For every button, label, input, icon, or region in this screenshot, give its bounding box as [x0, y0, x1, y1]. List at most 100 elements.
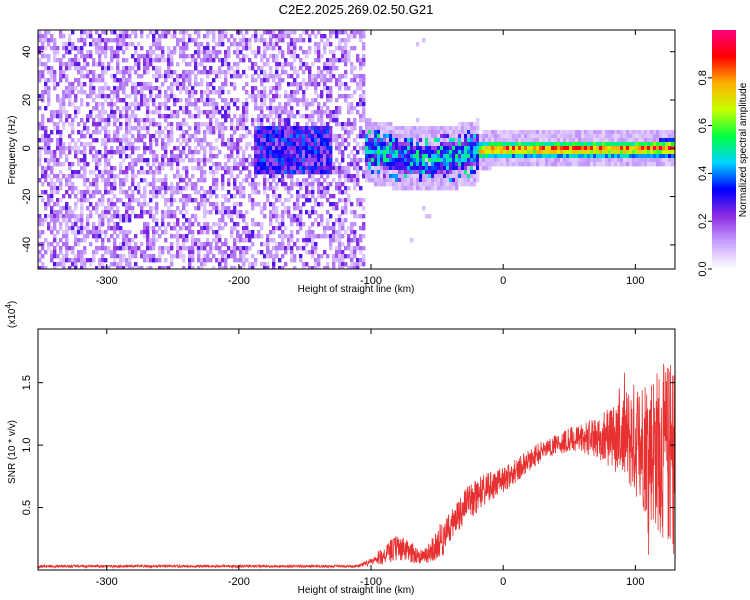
heatmap-cell: [242, 162, 246, 167]
heatmap-cell: [200, 186, 204, 191]
heatmap-cell: [167, 206, 171, 211]
heatmap-cell: [401, 186, 405, 191]
heatmap-cell: [371, 142, 375, 147]
heatmap-cell: [41, 74, 45, 79]
heatmap-cell: [344, 218, 348, 223]
heatmap-cell: [200, 158, 204, 163]
heatmap-cell: [140, 210, 144, 215]
heatmap-cell: [632, 142, 636, 147]
heatmap-cell: [173, 78, 177, 83]
heatmap-cell: [266, 42, 270, 47]
heatmap-cell: [98, 266, 102, 269]
heatmap-cell: [599, 162, 603, 167]
heatmap-cell: [236, 162, 240, 167]
heatmap-cell: [128, 198, 132, 203]
heatmap-cell: [125, 118, 129, 123]
heatmap-cell: [404, 170, 408, 175]
heatmap-cell: [164, 226, 168, 231]
heatmap-cell: [53, 86, 57, 91]
heatmap-cell: [155, 178, 159, 183]
heatmap-cell: [527, 134, 531, 139]
heatmap-cell: [146, 34, 150, 39]
heatmap-cell: [275, 154, 279, 159]
heatmap-cell: [302, 202, 306, 207]
heatmap-cell: [293, 158, 297, 163]
heatmap-cell: [221, 98, 225, 103]
heatmap-cell: [221, 34, 225, 39]
heatmap-cell: [68, 226, 72, 231]
heatmap-cell: [398, 178, 402, 183]
heatmap-cell: [665, 146, 669, 151]
heatmap-cell: [281, 242, 285, 247]
heatmap-cell: [77, 70, 81, 75]
heatmap-cell: [467, 126, 471, 131]
heatmap-cell: [230, 218, 234, 223]
heatmap-cell: [347, 234, 351, 239]
heatmap-cell: [50, 186, 54, 191]
heatmap-cell: [476, 166, 480, 171]
heatmap-cell: [206, 190, 210, 195]
heatmap-cell: [92, 122, 96, 127]
heatmap-cell: [527, 146, 531, 151]
heatmap-cell: [152, 218, 156, 223]
heatmap-cell: [212, 190, 216, 195]
heatmap-cell: [56, 218, 60, 223]
heatmap-cell: [269, 214, 273, 219]
heatmap-cell: [197, 98, 201, 103]
heatmap-cell: [245, 54, 249, 59]
heatmap-cell: [182, 246, 186, 251]
heatmap-cell: [116, 34, 120, 39]
heatmap-cell: [38, 162, 42, 167]
heatmap-cell: [491, 146, 495, 151]
heatmap-cell: [317, 54, 321, 59]
heatmap-cell: [332, 178, 336, 183]
heatmap-cell: [308, 166, 312, 171]
heatmap-cell: [524, 150, 528, 155]
heatmap-cell: [242, 238, 246, 243]
heatmap-cell: [56, 114, 60, 119]
heatmap-cell: [233, 222, 237, 227]
heatmap-cell: [335, 82, 339, 87]
heatmap-cell: [332, 226, 336, 231]
heatmap-cell: [143, 202, 147, 207]
heatmap-cell: [536, 138, 540, 143]
heatmap-cell: [641, 146, 645, 151]
heatmap-cell: [122, 238, 126, 243]
heatmap-cell: [449, 182, 453, 187]
heatmap-cell: [113, 242, 117, 247]
heatmap-cell: [194, 214, 198, 219]
heatmap-cell: [38, 74, 42, 79]
heatmap-cell: [284, 134, 288, 139]
heatmap-cell: [251, 230, 255, 235]
heatmap-cell: [362, 62, 366, 67]
heatmap-cell: [134, 62, 138, 67]
heatmap-cell: [239, 30, 243, 35]
heatmap-cell: [140, 54, 144, 59]
heatmap-cell: [179, 174, 183, 179]
heatmap-cell: [71, 174, 75, 179]
heatmap-cell: [200, 202, 204, 207]
heatmap-cell: [86, 218, 90, 223]
heatmap-cell: [194, 130, 198, 135]
heatmap-cell: [563, 162, 567, 167]
heatmap-cell: [77, 82, 81, 87]
heatmap-cell: [203, 226, 207, 231]
heatmap-cell: [71, 146, 75, 151]
heatmap-cell: [260, 170, 264, 175]
heatmap-cell: [410, 154, 414, 159]
heatmap-cell: [260, 114, 264, 119]
heatmap-cell: [254, 158, 258, 163]
heatmap-cell: [164, 238, 168, 243]
heatmap-cell: [119, 262, 123, 267]
heatmap-cell: [338, 222, 342, 227]
heatmap-cell: [122, 114, 126, 119]
heatmap-cell: [299, 114, 303, 119]
heatmap-cell: [41, 126, 45, 131]
heatmap-cell: [179, 126, 183, 131]
heatmap-cell: [113, 102, 117, 107]
heatmap-cell: [569, 146, 573, 151]
heatmap-cell: [113, 222, 117, 227]
heatmap-cell: [248, 46, 252, 51]
heatmap-cell: [329, 94, 333, 99]
heatmap-cell: [287, 190, 291, 195]
